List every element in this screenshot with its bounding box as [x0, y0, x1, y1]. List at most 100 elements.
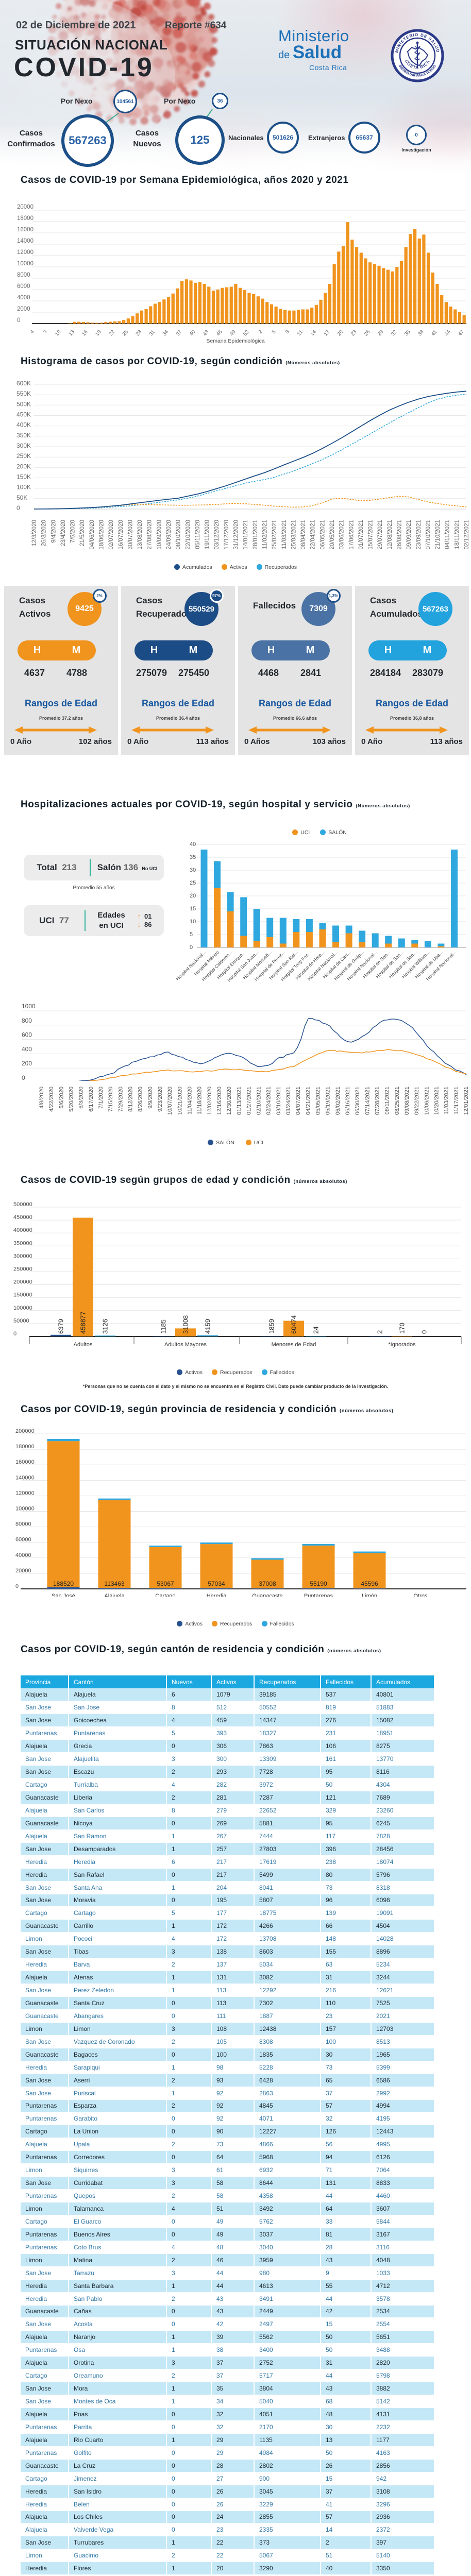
svg-text:04/07/2021: 04/07/2021 [295, 1087, 301, 1115]
svg-text:26/3/2020: 26/3/2020 [41, 520, 47, 546]
svg-text:34: 34 [162, 329, 170, 337]
svg-text:19/11/2020: 19/11/2020 [205, 520, 211, 549]
svg-text:10/09/2020: 10/09/2020 [156, 520, 162, 550]
svg-text:Puntarenas: Puntarenas [304, 1593, 333, 1597]
svg-text:100K: 100K [16, 484, 31, 491]
svg-text:Otros: Otros [414, 1593, 428, 1597]
svg-text:47: 47 [457, 329, 465, 337]
svg-text:10/07/2020: 10/07/2020 [167, 1087, 173, 1115]
svg-text:02/10/2021: 02/10/2021 [256, 1087, 262, 1115]
svg-text:12/08/2021: 12/08/2021 [387, 520, 393, 550]
svg-text:9/23/2020: 9/23/2020 [157, 1087, 163, 1112]
svg-text:2: 2 [376, 1330, 384, 1334]
svg-text:17/12/2020: 17/12/2020 [224, 520, 230, 550]
svg-text:03/06/2021: 03/06/2021 [339, 520, 345, 550]
svg-text:31/12/2020: 31/12/2020 [233, 520, 240, 550]
svg-text:35: 35 [190, 854, 196, 860]
svg-text:28: 28 [135, 329, 143, 337]
svg-text:2: 2 [258, 329, 264, 335]
svg-text:Alajuela: Alajuela [104, 1593, 125, 1597]
svg-text:3126: 3126 [102, 1319, 109, 1334]
svg-text:0: 0 [420, 1330, 428, 1334]
svg-text:400000: 400000 [13, 1227, 32, 1233]
svg-text:300000: 300000 [13, 1253, 32, 1259]
svg-text:200: 200 [22, 1060, 32, 1067]
svg-text:60000: 60000 [15, 1537, 31, 1543]
svg-text:02/12/2021: 02/12/2021 [464, 520, 470, 550]
svg-text:10000: 10000 [17, 261, 33, 267]
svg-text:16000: 16000 [17, 227, 33, 233]
svg-text:03/24/2021: 03/24/2021 [285, 1087, 292, 1115]
svg-text:23/4/2020: 23/4/2020 [60, 520, 66, 546]
svg-text:0: 0 [190, 944, 193, 951]
svg-text:55190: 55190 [310, 1580, 327, 1587]
svg-text:600: 600 [22, 1031, 32, 1039]
svg-text:21/10/2021: 21/10/2021 [435, 520, 441, 550]
svg-text:7/5/2020: 7/5/2020 [70, 520, 76, 543]
svg-text:14/01/2021: 14/01/2021 [243, 520, 249, 550]
svg-text:10/21/2020: 10/21/2020 [177, 1087, 183, 1115]
svg-text:23/09/2021: 23/09/2021 [416, 520, 422, 550]
svg-text:43: 43 [202, 329, 210, 337]
svg-text:10: 10 [54, 329, 62, 337]
svg-text:8/12/2020: 8/12/2020 [128, 1087, 134, 1112]
svg-text:5: 5 [190, 931, 193, 938]
svg-text:300K: 300K [16, 442, 31, 449]
svg-text:188520: 188520 [53, 1580, 74, 1587]
svg-text:20000: 20000 [17, 204, 33, 210]
svg-text:12000: 12000 [17, 249, 33, 256]
svg-text:25: 25 [122, 329, 130, 337]
svg-text:8: 8 [284, 329, 291, 335]
svg-text:05/19/2021: 05/19/2021 [325, 1087, 331, 1115]
svg-text:38: 38 [417, 329, 425, 337]
svg-text:Adultos: Adultos [74, 1342, 93, 1348]
svg-text:1000: 1000 [22, 1003, 36, 1010]
svg-text:04/21/2021: 04/21/2021 [305, 1087, 311, 1115]
svg-text:31: 31 [148, 329, 157, 337]
svg-text:160000: 160000 [15, 1459, 35, 1465]
svg-text:7/15/2020: 7/15/2020 [108, 1087, 114, 1112]
svg-text:5: 5 [271, 329, 277, 335]
svg-text:12/01/2021: 12/01/2021 [463, 1087, 469, 1115]
svg-text:170: 170 [398, 1323, 406, 1334]
svg-text:20000: 20000 [15, 1568, 31, 1574]
svg-text:09/08/2021: 09/08/2021 [404, 1087, 410, 1115]
svg-text:113463: 113463 [104, 1580, 124, 1587]
svg-text:0: 0 [16, 504, 20, 512]
svg-text:11/02/2021: 11/02/2021 [262, 520, 268, 549]
svg-text:600K: 600K [16, 380, 31, 387]
svg-text:17/06/2021: 17/06/2021 [348, 520, 355, 550]
svg-text:18/11/2021: 18/11/2021 [454, 520, 460, 549]
svg-text:Cartago: Cartago [155, 1593, 175, 1597]
svg-text:05/05/2021: 05/05/2021 [315, 1087, 322, 1115]
svg-text:08/25/2021: 08/25/2021 [394, 1087, 400, 1115]
svg-text:San José: San José [52, 1593, 75, 1597]
svg-text:400K: 400K [16, 421, 31, 429]
svg-text:53067: 53067 [157, 1580, 174, 1587]
svg-text:11/04/2020: 11/04/2020 [187, 1087, 193, 1114]
svg-text:29/07/2021: 29/07/2021 [377, 520, 383, 550]
svg-text:6/17/2020: 6/17/2020 [88, 1087, 94, 1112]
svg-text:01/07/2021: 01/07/2021 [358, 520, 364, 550]
svg-text:40: 40 [189, 329, 197, 337]
svg-text:03/10/2021: 03/10/2021 [276, 1087, 282, 1115]
svg-text:8000: 8000 [17, 272, 30, 278]
svg-text:8/26/2020: 8/26/2020 [138, 1087, 144, 1112]
svg-text:250K: 250K [16, 452, 31, 460]
svg-text:16: 16 [81, 329, 89, 337]
svg-text:150K: 150K [16, 473, 31, 481]
svg-text:26: 26 [363, 329, 372, 337]
svg-text:458877: 458877 [79, 1312, 87, 1334]
svg-text:24/09/2020: 24/09/2020 [166, 520, 172, 550]
svg-text:04/11/2021: 04/11/2021 [445, 520, 451, 549]
svg-text:250000: 250000 [13, 1266, 32, 1273]
svg-text:08/04/2021: 08/04/2021 [300, 520, 307, 550]
svg-text:6/3/2020: 6/3/2020 [78, 1087, 85, 1109]
svg-text:4: 4 [29, 329, 36, 335]
svg-text:10/20/2021: 10/20/2021 [434, 1087, 440, 1115]
svg-text:40: 40 [190, 841, 196, 848]
svg-text:0: 0 [15, 1583, 19, 1589]
svg-text:02/07/2020: 02/07/2020 [108, 520, 114, 550]
svg-text:150000: 150000 [13, 1292, 32, 1298]
svg-text:37: 37 [175, 329, 183, 337]
